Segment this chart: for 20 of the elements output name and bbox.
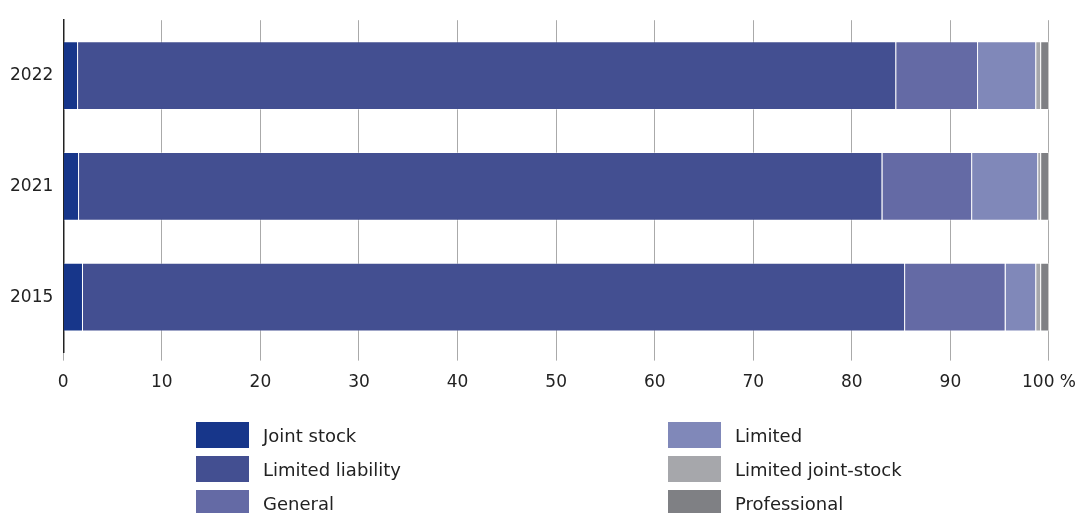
x-tick-label: 60 xyxy=(643,371,666,392)
y-tick-label: 2015 xyxy=(10,285,54,306)
x-tick-label: 40 xyxy=(446,371,469,392)
x-tick-label: 70 xyxy=(742,371,765,392)
x-tick-label: 90 xyxy=(939,371,962,392)
legend-label: Joint stock xyxy=(263,424,357,446)
legend-label: Limited joint-stock xyxy=(735,458,902,480)
legend-label: Limited xyxy=(735,424,803,446)
legend-label: Professional xyxy=(735,492,844,513)
x-tick-label: 30 xyxy=(348,371,370,392)
x-tick-label: 80 xyxy=(841,371,863,392)
y-tick-label: 2022 xyxy=(10,64,54,85)
x-tick-label: 100 % xyxy=(1021,371,1077,392)
y-tick-label: 2021 xyxy=(10,174,54,195)
x-tick-label: 0 xyxy=(57,371,69,392)
x-tick-label: 10 xyxy=(151,371,173,392)
legend-label: General xyxy=(263,492,334,513)
x-tick-label: 20 xyxy=(249,371,272,392)
x-tick-label: 50 xyxy=(545,371,567,392)
legend-label: Limited liability xyxy=(263,458,402,480)
